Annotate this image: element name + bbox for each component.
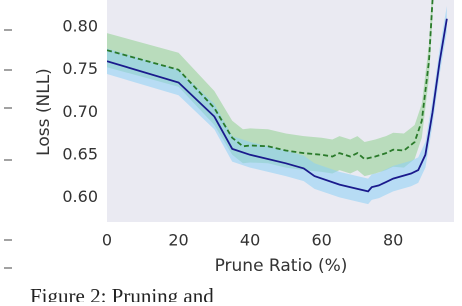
x-tick-label: 60 [311,231,331,250]
y-tick-label: 0.80 [62,17,98,36]
y-tick-label: 0.70 [62,102,98,121]
x-tick-label: 80 [383,231,403,250]
x-tick-label: 40 [240,231,260,250]
plot-area [107,0,448,205]
y-tick-label: 0.65 [62,144,98,163]
loss-line [107,18,448,193]
y-axis-label: Loss (NLL) [34,68,54,156]
confidence-band [107,0,433,177]
loss-line [107,0,434,161]
y-tick-label: 0.60 [62,187,98,206]
caption: Figure 2: Pruning and [30,284,214,302]
x-axis-label: Prune Ratio (%) [215,256,348,276]
confidence-band [107,5,447,205]
x-tick-label: 0 [102,231,112,250]
x-tick-label: 20 [168,231,188,250]
y-tick-label: 0.75 [62,59,98,78]
